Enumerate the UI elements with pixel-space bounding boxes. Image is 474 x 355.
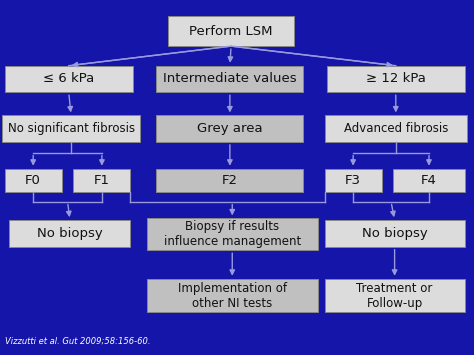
FancyBboxPatch shape (2, 115, 140, 142)
FancyBboxPatch shape (5, 66, 133, 92)
FancyBboxPatch shape (147, 218, 318, 250)
FancyBboxPatch shape (168, 16, 294, 46)
Text: ≤ 6 kPa: ≤ 6 kPa (43, 72, 94, 86)
FancyBboxPatch shape (393, 169, 465, 192)
FancyBboxPatch shape (156, 169, 303, 192)
FancyBboxPatch shape (325, 169, 382, 192)
FancyBboxPatch shape (325, 115, 467, 142)
Text: Intermediate values: Intermediate values (163, 72, 297, 86)
Text: No significant fibrosis: No significant fibrosis (8, 122, 135, 135)
Text: No biopsy: No biopsy (37, 227, 103, 240)
Text: Implementation of
other NI tests: Implementation of other NI tests (178, 282, 287, 310)
FancyBboxPatch shape (147, 279, 318, 312)
Text: Advanced fibrosis: Advanced fibrosis (344, 122, 448, 135)
Text: F2: F2 (222, 174, 238, 187)
Text: F0: F0 (25, 174, 41, 187)
Text: F4: F4 (421, 174, 437, 187)
FancyBboxPatch shape (325, 220, 465, 247)
FancyBboxPatch shape (156, 115, 303, 142)
Text: Treatment or
Follow-up: Treatment or Follow-up (356, 282, 433, 310)
Text: F3: F3 (345, 174, 361, 187)
Text: Grey area: Grey area (197, 122, 263, 135)
FancyBboxPatch shape (9, 220, 130, 247)
Text: No biopsy: No biopsy (362, 227, 428, 240)
FancyBboxPatch shape (5, 169, 62, 192)
Text: Vizzutti et al. Gut 2009;58:156-60.: Vizzutti et al. Gut 2009;58:156-60. (5, 337, 150, 346)
FancyBboxPatch shape (156, 66, 303, 92)
FancyBboxPatch shape (327, 66, 465, 92)
FancyBboxPatch shape (325, 279, 465, 312)
Text: Biopsy if results
influence management: Biopsy if results influence management (164, 220, 301, 248)
Text: F1: F1 (94, 174, 110, 187)
Text: Perform LSM: Perform LSM (189, 24, 273, 38)
FancyBboxPatch shape (73, 169, 130, 192)
Text: ≥ 12 kPa: ≥ 12 kPa (366, 72, 426, 86)
